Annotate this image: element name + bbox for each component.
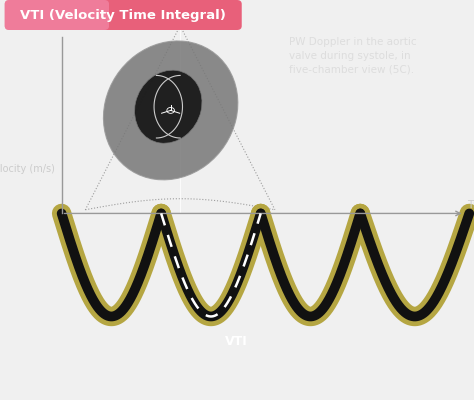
FancyBboxPatch shape — [5, 0, 109, 30]
Ellipse shape — [103, 41, 238, 180]
FancyBboxPatch shape — [5, 0, 242, 30]
Text: PW Doppler in the aortic
valve during systole, in
five-chamber view (5C).: PW Doppler in the aortic valve during sy… — [289, 37, 417, 75]
Text: VTI: VTI — [225, 335, 248, 348]
Text: Velocity (m/s): Velocity (m/s) — [0, 164, 55, 174]
Text: VTI (Velocity Time Integral): VTI (Velocity Time Integral) — [20, 9, 226, 22]
Text: Time: Time — [467, 200, 474, 210]
Ellipse shape — [135, 70, 202, 143]
